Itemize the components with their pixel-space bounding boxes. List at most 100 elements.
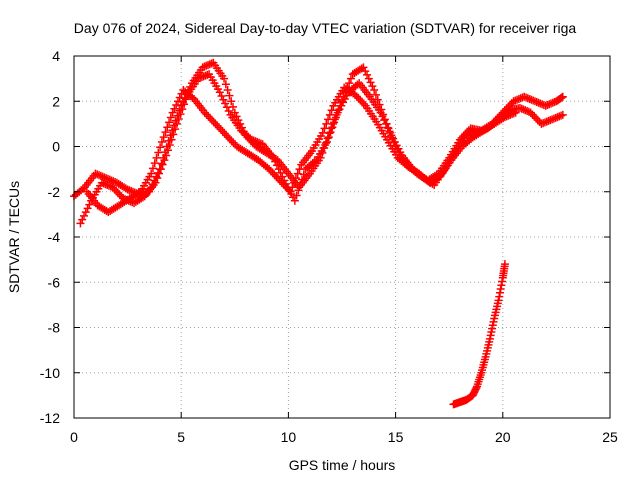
data-point (327, 106, 336, 115)
data-point (97, 178, 106, 187)
data-point (202, 61, 211, 70)
data-point (363, 70, 372, 79)
data-point (511, 96, 520, 105)
data-point (499, 114, 508, 123)
data-point (222, 131, 231, 140)
data-point (523, 107, 532, 116)
data-point (108, 183, 117, 192)
data-point (376, 108, 385, 117)
data-point (158, 160, 167, 169)
x-tick-label: 20 (495, 429, 511, 445)
data-point (101, 180, 110, 189)
y-tick-label: 0 (52, 139, 60, 155)
data-point (125, 186, 134, 195)
data-point (202, 110, 211, 119)
data-point (266, 167, 275, 176)
y-tick-label: 4 (52, 48, 60, 64)
data-point (165, 140, 174, 149)
data-point (265, 165, 274, 174)
data-point (247, 135, 256, 144)
data-point (530, 112, 539, 121)
data-point (508, 110, 517, 119)
data-point (529, 96, 538, 105)
data-point (194, 74, 203, 83)
data-point (225, 134, 234, 143)
data-point (161, 128, 170, 137)
data-point (227, 136, 236, 145)
data-point (223, 85, 232, 94)
x-tick-label: 0 (70, 429, 78, 445)
data-point (525, 94, 534, 103)
data-point (371, 90, 380, 99)
data-point (356, 96, 365, 105)
data-point (324, 115, 333, 124)
data-point (271, 157, 280, 166)
data-point (121, 184, 130, 193)
data-point (330, 118, 339, 127)
data-point (296, 180, 305, 189)
data-point (543, 101, 552, 110)
data-point (269, 153, 278, 162)
data-point (506, 110, 515, 119)
data-point (169, 130, 178, 139)
data-point (286, 187, 295, 196)
data-point (113, 188, 122, 197)
data-point (540, 118, 549, 127)
y-tick-label: -12 (40, 410, 60, 426)
data-point (200, 62, 209, 71)
data-point (207, 116, 216, 125)
data-point (230, 108, 239, 117)
data-point (220, 74, 229, 83)
data-point (78, 215, 87, 224)
data-point (517, 104, 526, 113)
data-point (225, 91, 234, 100)
data-point (378, 112, 387, 121)
data-point (180, 100, 189, 109)
x-tick-label: 5 (177, 429, 185, 445)
data-point (204, 112, 213, 121)
data-point (80, 211, 89, 220)
data-point (504, 111, 513, 120)
data-point (322, 119, 331, 128)
data-point (328, 123, 337, 132)
data-point (150, 159, 159, 168)
data-point (199, 72, 208, 81)
data-point (96, 171, 105, 180)
data-point (534, 98, 543, 107)
data-point (310, 157, 319, 166)
data-point (545, 100, 554, 109)
data-point (541, 101, 550, 110)
data-point (557, 93, 566, 102)
data-point (167, 135, 176, 144)
data-point (536, 99, 545, 108)
y-tick-label: -8 (48, 320, 61, 336)
data-point (345, 79, 354, 88)
data-point (209, 117, 218, 126)
data-point (509, 109, 518, 118)
data-point (272, 172, 281, 181)
data-point (112, 186, 121, 195)
data-point (134, 188, 143, 197)
data-point (216, 125, 225, 134)
data-point (381, 119, 390, 128)
data-point (533, 116, 542, 125)
data-point (220, 129, 229, 138)
data-point (165, 118, 174, 127)
data-point (354, 94, 363, 103)
data-point (557, 111, 566, 120)
data-point (368, 82, 377, 91)
data-point (325, 110, 334, 119)
x-tick-label: 25 (602, 429, 618, 445)
data-point (76, 219, 85, 228)
data-point (290, 196, 299, 205)
data-point (196, 73, 205, 82)
data-point (93, 170, 102, 179)
data-point (211, 119, 220, 128)
data-point (551, 113, 560, 122)
data-point (204, 61, 212, 70)
series-track-4 (449, 260, 509, 409)
data-point (227, 97, 236, 106)
data-point (85, 200, 94, 209)
data-point (281, 182, 290, 191)
